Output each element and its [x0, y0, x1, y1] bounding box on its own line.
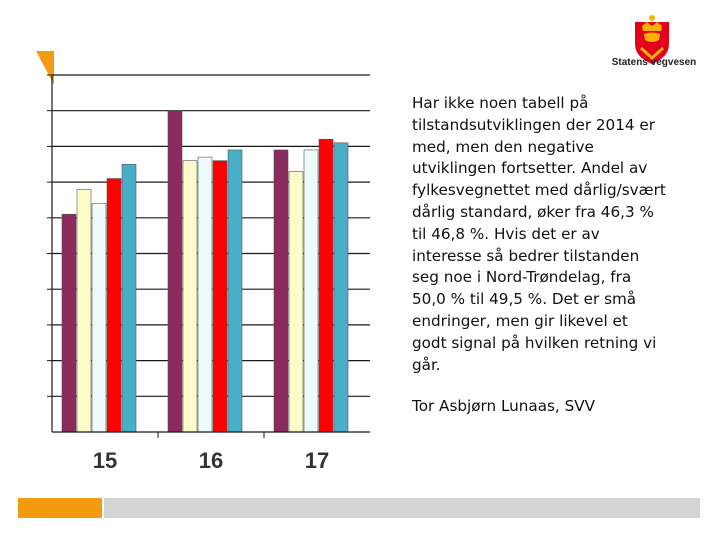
bar	[121, 163, 137, 433]
chart-axis	[51, 75, 370, 438]
corner-accent	[36, 51, 54, 85]
x-tick-label: 15	[93, 448, 117, 473]
statens-vegvesen-logo	[635, 15, 669, 64]
bar	[303, 149, 319, 433]
bar	[182, 160, 198, 433]
bar	[227, 149, 243, 433]
bar	[106, 178, 122, 433]
chart-bars	[61, 110, 349, 433]
bar-chart: 15 16 17	[47, 74, 370, 473]
x-tick-label: 16	[199, 448, 223, 473]
bar	[91, 203, 107, 433]
logo-crown-dot	[649, 15, 655, 21]
footer-orange-bar	[18, 498, 102, 518]
bar	[212, 160, 228, 433]
bar	[273, 149, 289, 433]
x-tick-label: 17	[305, 448, 329, 473]
bar	[288, 171, 304, 433]
bar	[61, 213, 77, 433]
author-text: Tor Asbjørn Lunaas, SVV	[412, 397, 595, 415]
bar	[197, 156, 213, 433]
logo-lion	[644, 32, 660, 42]
bar	[76, 188, 92, 433]
logo-crown	[642, 22, 662, 31]
description-text: Har ikke noen tabell på tilstandsutvikli…	[412, 94, 666, 374]
logo-text: Statens vegvesen	[611, 57, 697, 68]
bar	[318, 138, 334, 433]
logo-shield	[635, 22, 669, 64]
logo-road-mark	[639, 46, 665, 61]
footer-gray-bar	[104, 498, 700, 518]
chart-labels: 15 16 17	[93, 448, 329, 473]
bar	[333, 142, 349, 433]
bar	[167, 110, 183, 433]
